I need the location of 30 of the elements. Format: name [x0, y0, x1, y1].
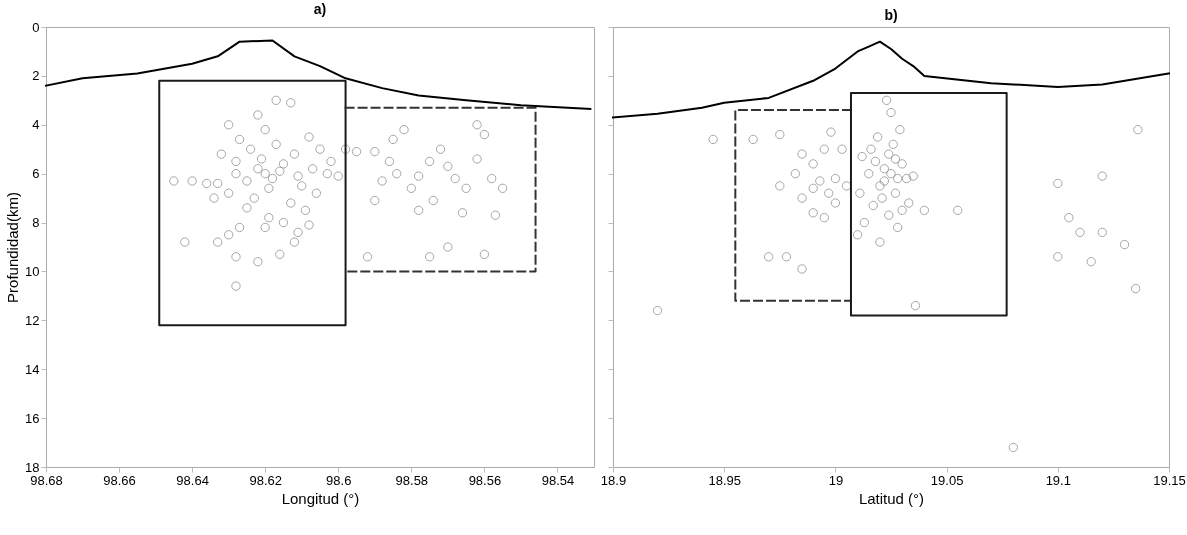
x-tick-label: 98.56	[468, 472, 502, 488]
x-tick-label: 98.66	[103, 472, 136, 488]
x-tick-label: 18.9	[600, 472, 627, 488]
x-axis-title: Latitud (°)	[858, 489, 925, 507]
x-tick-label: 98.64	[176, 472, 209, 488]
chart-title: a)	[313, 1, 327, 17]
y-tick-label: 18	[25, 459, 40, 475]
x-tick-label: 19	[828, 472, 844, 488]
y-axis-title: Profundidad(km)	[4, 192, 22, 303]
y-tick-label: 6	[32, 166, 40, 182]
y-tick-label: 8	[32, 215, 40, 231]
y-tick-label: 4	[32, 117, 40, 133]
y-tick-label: 12	[25, 312, 40, 328]
x-tick-label: 98.62	[249, 472, 282, 488]
y-tick-label: 14	[25, 361, 40, 377]
x-tick-label: 19.05	[930, 472, 964, 488]
y-tick-label: 0	[32, 19, 40, 35]
y-tick-label: 10	[25, 263, 40, 279]
x-tick-label: 19.1	[1045, 472, 1071, 488]
x-tick-label: 19.15	[1153, 472, 1186, 488]
line-series	[45, 39, 592, 110]
y-tick-label: 16	[25, 410, 40, 426]
x-tick-label: 18.95	[708, 472, 741, 488]
x-tick-label: 98.58	[395, 472, 429, 488]
x-tick-label: 98.54	[541, 472, 575, 488]
x-tick-label: 98.6	[326, 472, 352, 488]
chart-title: b)	[884, 6, 898, 23]
y-tick-label: 2	[32, 68, 40, 84]
x-tick-label: 98.68	[30, 472, 63, 488]
x-axis-title: Longitud (°)	[281, 489, 360, 507]
